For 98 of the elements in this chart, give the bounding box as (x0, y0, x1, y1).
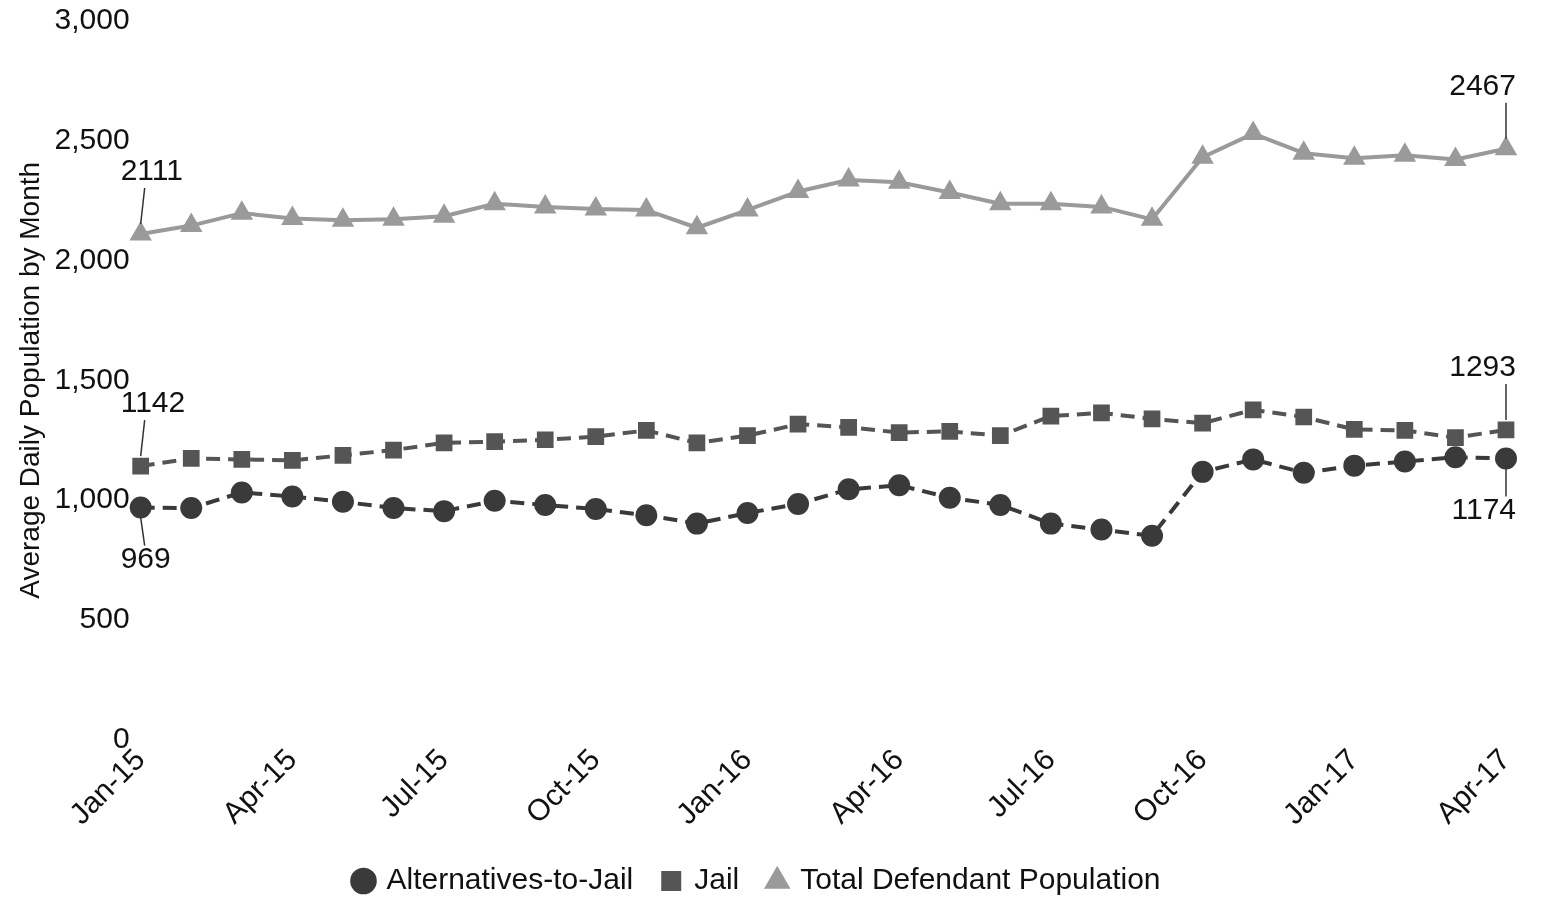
point (1396, 422, 1414, 439)
y-tick-label: 1,000 (54, 481, 130, 515)
y-tick-label: 500 (79, 601, 130, 635)
legend-label: Jail (694, 862, 740, 896)
legend-label: Total Defendant Population (800, 862, 1161, 896)
point (736, 502, 759, 525)
data-label: 2111 (120, 153, 183, 187)
data-label: 1174 (1451, 491, 1516, 525)
point (838, 169, 859, 187)
point (990, 192, 1011, 211)
point (991, 427, 1009, 445)
point (688, 434, 706, 452)
point (536, 431, 554, 449)
point (890, 424, 908, 441)
point (787, 492, 810, 515)
point (1090, 518, 1113, 541)
point (534, 493, 557, 516)
point (636, 199, 657, 217)
point (331, 490, 354, 513)
point (130, 222, 151, 241)
point (483, 489, 506, 512)
point (1292, 461, 1315, 484)
point (938, 486, 961, 509)
point (637, 422, 655, 439)
point (383, 208, 404, 226)
point (334, 446, 352, 464)
point (281, 485, 304, 508)
point (535, 195, 556, 214)
point (486, 433, 504, 451)
point (1497, 421, 1515, 439)
point (129, 496, 152, 519)
point (434, 205, 454, 223)
point (1042, 407, 1060, 425)
point (182, 450, 200, 467)
point (180, 212, 203, 233)
point (385, 441, 402, 459)
point (1243, 120, 1264, 141)
point (1395, 144, 1415, 162)
point (787, 178, 810, 199)
point (233, 451, 251, 468)
y-tick-label: 3,000 (54, 2, 130, 36)
point (1344, 147, 1365, 165)
point (941, 423, 959, 440)
point (737, 199, 758, 217)
point (1244, 401, 1262, 419)
point (435, 434, 453, 452)
point (837, 478, 860, 501)
point (584, 497, 607, 520)
legend-label: Alternatives-to-Jail (386, 862, 634, 896)
point (789, 415, 807, 433)
point (585, 198, 606, 216)
point (587, 428, 605, 445)
point (484, 192, 505, 211)
point (739, 427, 756, 445)
point (132, 457, 150, 475)
point (433, 500, 456, 523)
point (1343, 454, 1366, 477)
point (282, 207, 303, 225)
point (333, 209, 353, 227)
point (1444, 446, 1467, 469)
y-tick-label: 2,500 (54, 122, 130, 156)
point (1093, 404, 1110, 422)
point (1293, 142, 1314, 160)
point (1191, 460, 1214, 483)
point (1295, 408, 1313, 426)
point (989, 493, 1012, 516)
point (1445, 148, 1466, 166)
y-axis-title: Average Daily Population by Month (13, 161, 45, 599)
point (1192, 146, 1213, 164)
point (1142, 208, 1162, 226)
point (232, 202, 252, 220)
point (1393, 450, 1416, 473)
point (230, 481, 253, 504)
point (938, 179, 961, 200)
point (1141, 524, 1164, 547)
point (685, 512, 708, 535)
y-tick-label: 2,000 (54, 241, 130, 275)
point (180, 497, 203, 520)
point (1495, 447, 1517, 470)
data-label: 969 (120, 540, 171, 574)
point (1194, 414, 1211, 432)
point (284, 451, 301, 469)
point (1041, 192, 1061, 211)
point (1091, 195, 1112, 214)
data-label: 2467 (1449, 67, 1516, 101)
point (1039, 512, 1062, 535)
point (1345, 421, 1363, 438)
point (1447, 429, 1464, 446)
point (888, 474, 911, 497)
point (889, 171, 909, 189)
data-label: 1293 (1449, 349, 1516, 383)
point (687, 216, 707, 235)
point (635, 504, 658, 527)
point (1143, 410, 1161, 428)
point (382, 497, 405, 520)
point (1242, 448, 1265, 471)
point (840, 418, 857, 436)
point (1496, 137, 1516, 156)
